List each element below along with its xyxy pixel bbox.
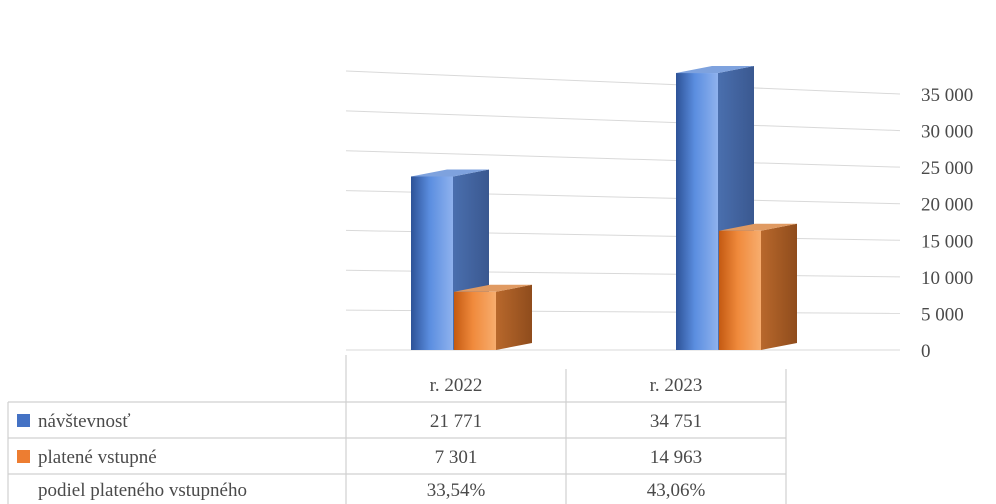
table-cell: 34 751 (650, 411, 702, 432)
bar-top (676, 66, 754, 74)
y-tick-label: 0 (921, 341, 931, 362)
bar-top (411, 169, 489, 177)
bar-top (719, 223, 797, 231)
bar-front (454, 291, 496, 350)
table-cell: 14 963 (650, 447, 702, 468)
table-cell: 21 771 (430, 411, 482, 432)
bar (719, 223, 797, 350)
table-cell: 43,06% (647, 480, 706, 501)
y-axis-ticks: 35 000 30 000 25 000 20 000 15 000 10 000 5 00… (921, 85, 973, 362)
category-label: r. 2023 (650, 375, 703, 396)
table-row-label: podiel plateného vstupného (38, 480, 247, 501)
y-tick-label: 5 000 (921, 304, 964, 325)
legend-key (17, 450, 30, 463)
y-tick-label: 15 000 (921, 231, 973, 252)
bar-front (719, 230, 761, 350)
bars (411, 66, 797, 350)
bar (411, 169, 489, 350)
gridline (345, 150, 901, 168)
data-table: r. 2022 r. 2023 návštevnosť 21 771 34 751 pla… (7, 355, 787, 504)
y-tick-label: 25 000 (921, 158, 973, 179)
y-tick-label: 20 000 (921, 195, 973, 216)
legend-key (17, 414, 30, 427)
y-tick-label: 10 000 (921, 268, 973, 289)
bar-front (411, 176, 453, 350)
bar-side (761, 223, 797, 350)
bar-side (496, 284, 532, 350)
category-label: r. 2022 (430, 375, 483, 396)
bar (454, 284, 532, 350)
table-row-label: návštevnosť (38, 411, 131, 432)
bar-front (676, 73, 718, 350)
gridline (345, 110, 901, 132)
table-cell: 7 301 (435, 447, 478, 468)
y-tick-label: 35 000 (921, 85, 973, 106)
gridline (345, 70, 901, 95)
y-tick-label: 30 000 (921, 122, 973, 143)
table-row-label: platené vstupné (38, 447, 157, 468)
bar-top (454, 284, 532, 292)
table-cell: 33,54% (427, 480, 486, 501)
